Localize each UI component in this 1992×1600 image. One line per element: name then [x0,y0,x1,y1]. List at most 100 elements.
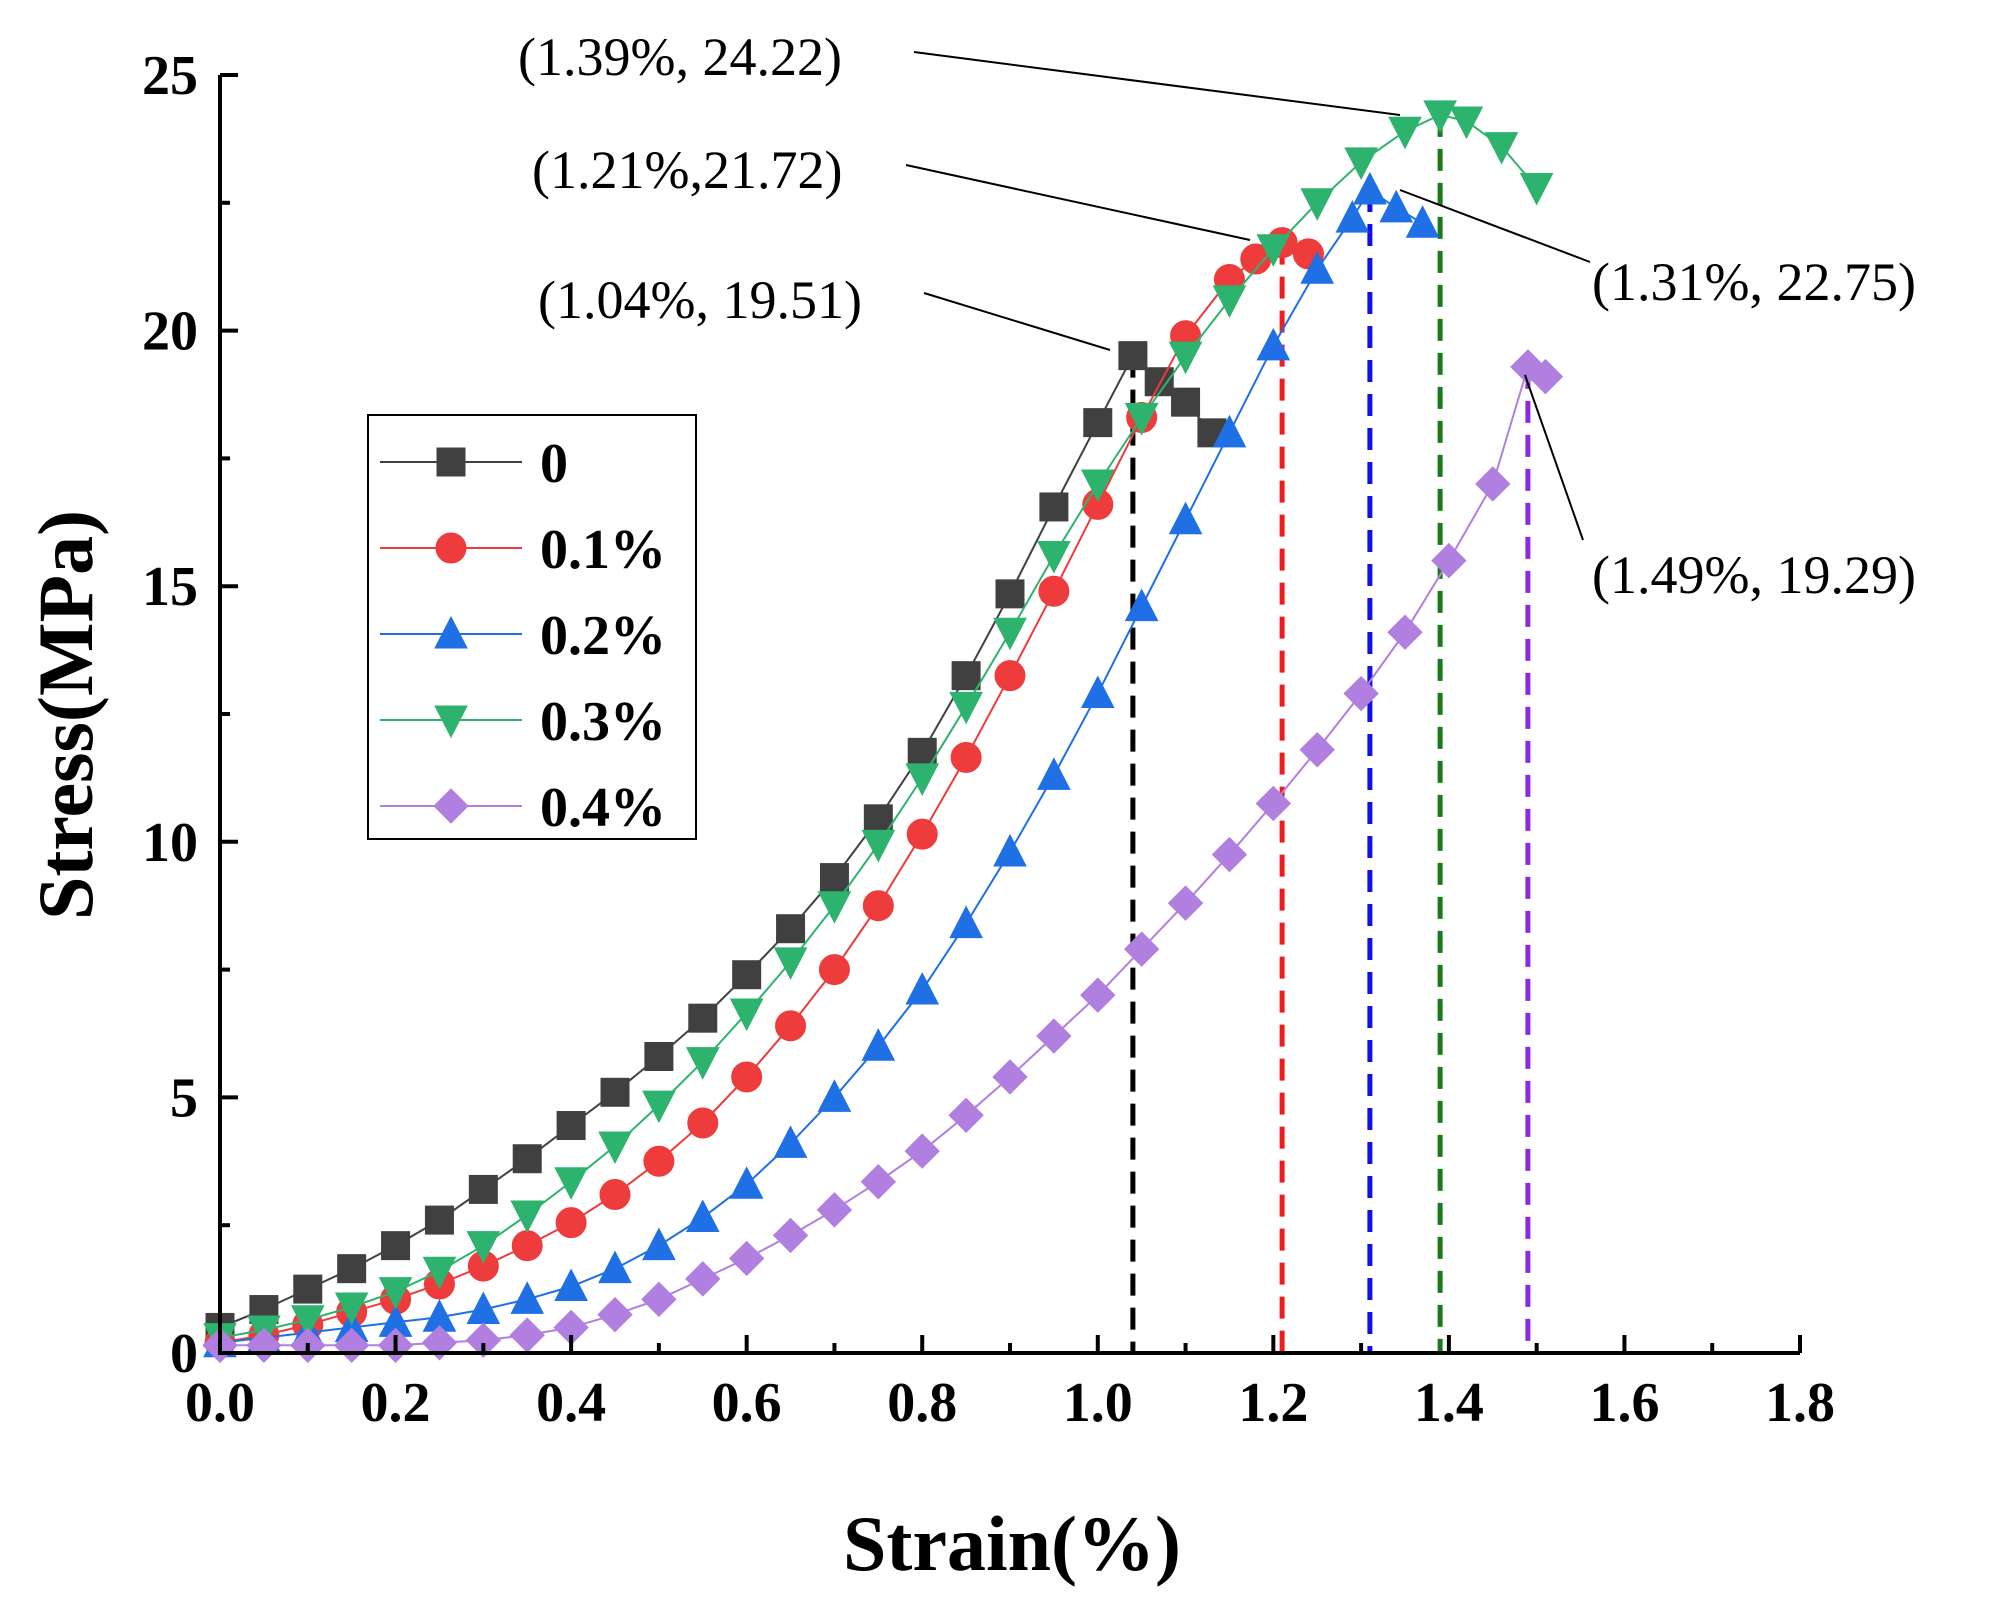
square-marker [732,960,762,990]
y-tick-label: 5 [170,1067,198,1129]
triangle-up-marker [685,1199,720,1233]
triangle-down-marker [1423,100,1457,133]
triangle-up-marker [598,1250,632,1284]
square-marker [1144,367,1174,397]
triangle-up-marker [510,1281,545,1314]
triangle-up-marker [1212,414,1247,448]
triangle-up-marker [861,1028,896,1061]
x-tick-label: 0.6 [712,1372,782,1434]
triangle-up-marker [466,1291,501,1325]
triangle-down-marker [290,1305,325,1338]
series-0 [205,341,1227,1342]
ticks: 0.0 0.2 0.4 0.6 0.8 1.0 1.2 1.4 1.6 1.8 0 5 10 15 20 25 [142,45,1835,1434]
diamond-marker [641,1281,677,1318]
triangle-down-marker [1212,285,1247,319]
circle-marker [435,532,467,564]
triangle-up-marker [949,905,983,939]
triangle-up-marker [1124,588,1159,622]
diamond-marker [772,1217,809,1254]
annotation-leader [1399,189,1591,263]
diamond-marker [1080,977,1116,1013]
square-marker [776,914,806,944]
square-marker [1118,341,1148,371]
triangle-up-marker [993,833,1027,867]
diamond-marker [948,1097,984,1133]
triangle-down-marker [1256,234,1291,267]
triangle-down-marker [510,1200,545,1234]
y-tick-label: 25 [142,45,198,107]
x-tick-label: 1.0 [1063,1372,1133,1434]
triangle-down-marker [378,1277,413,1310]
square-marker [600,1077,630,1107]
diamond-marker [597,1296,633,1333]
diamond-marker [685,1261,721,1297]
square-marker [951,661,981,691]
triangle-down-marker [949,691,983,725]
annotation-label-3: (1.04%, 19.51) [538,270,862,330]
square-marker [1083,408,1113,438]
x-tick-label: 0.2 [361,1372,431,1434]
diamond-marker [1255,785,1292,822]
annotation-leader [1524,374,1584,541]
triangle-up-marker [729,1166,764,1199]
triangle-up-marker [1379,189,1414,223]
square-marker [819,863,849,893]
triangle-down-marker [598,1131,632,1165]
square-marker [995,579,1025,609]
diamond-marker [1123,931,1160,967]
diamond-marker [816,1192,853,1228]
triangle-down-marker [422,1256,457,1290]
y-tick-label: 10 [142,812,198,874]
legend-label-3: 0.3% [540,691,666,753]
legend-label-2: 0.2% [540,605,666,667]
annotation-label-2: (1.21%,21.72) [532,140,842,200]
triangle-down-marker [1344,147,1378,180]
circle-marker [950,741,982,773]
triangle-up-marker [817,1079,852,1112]
diamond-marker [433,788,469,824]
triangle-up-marker [642,1227,676,1261]
x-tick-label: 1.4 [1414,1372,1484,1434]
triangle-down-marker [1519,172,1554,206]
triangle-up-marker [1037,757,1071,790]
circle-marker [687,1107,719,1139]
diamond-marker [1343,675,1379,712]
circle-marker [994,660,1026,692]
triangle-down-marker [1124,403,1159,436]
annotation-label-4: (1.31%, 22.75) [1592,252,1916,312]
y-tick-label: 0 [170,1323,198,1385]
triangle-down-marker [1080,469,1115,503]
x-tick-label: 0.8 [887,1372,957,1434]
triangle-up-marker [1080,675,1115,709]
annotation-leader [923,292,1111,351]
triangle-up-marker [1335,200,1370,233]
triangle-up-marker [1300,251,1335,284]
plot-area [202,100,1564,1364]
circle-marker [511,1230,543,1262]
square-marker [644,1042,674,1072]
x-tick-label: 1.6 [1589,1372,1659,1434]
x-tick-label: 1.8 [1765,1372,1835,1434]
triangle-down-marker [554,1167,588,1200]
peak-annotations: (1.39%, 24.22) (1.21%,21.72) (1.04%, 19.… [518,27,1916,605]
series-group [202,100,1564,1364]
square-marker [512,1144,542,1174]
diamond-marker [1211,836,1248,873]
circle-marker [862,890,894,922]
triangle-up-marker [773,1125,808,1158]
diamond-marker [1431,542,1467,579]
circle-marker [643,1145,675,1177]
diamond-marker [465,1322,502,1358]
triangle-up-marker [434,615,468,649]
triangle-up-marker [1168,501,1203,535]
legend-label-0: 0 [540,433,568,495]
square-marker [1039,492,1069,522]
triangle-down-marker [1449,106,1484,140]
annotation-label-1: (1.39%, 24.22) [518,27,842,87]
y-axis-title: Stress(MPa) [22,510,109,920]
triangle-down-marker [1484,132,1519,165]
circle-marker [555,1207,587,1239]
square-marker [381,1231,411,1261]
diamond-marker [1299,732,1335,768]
